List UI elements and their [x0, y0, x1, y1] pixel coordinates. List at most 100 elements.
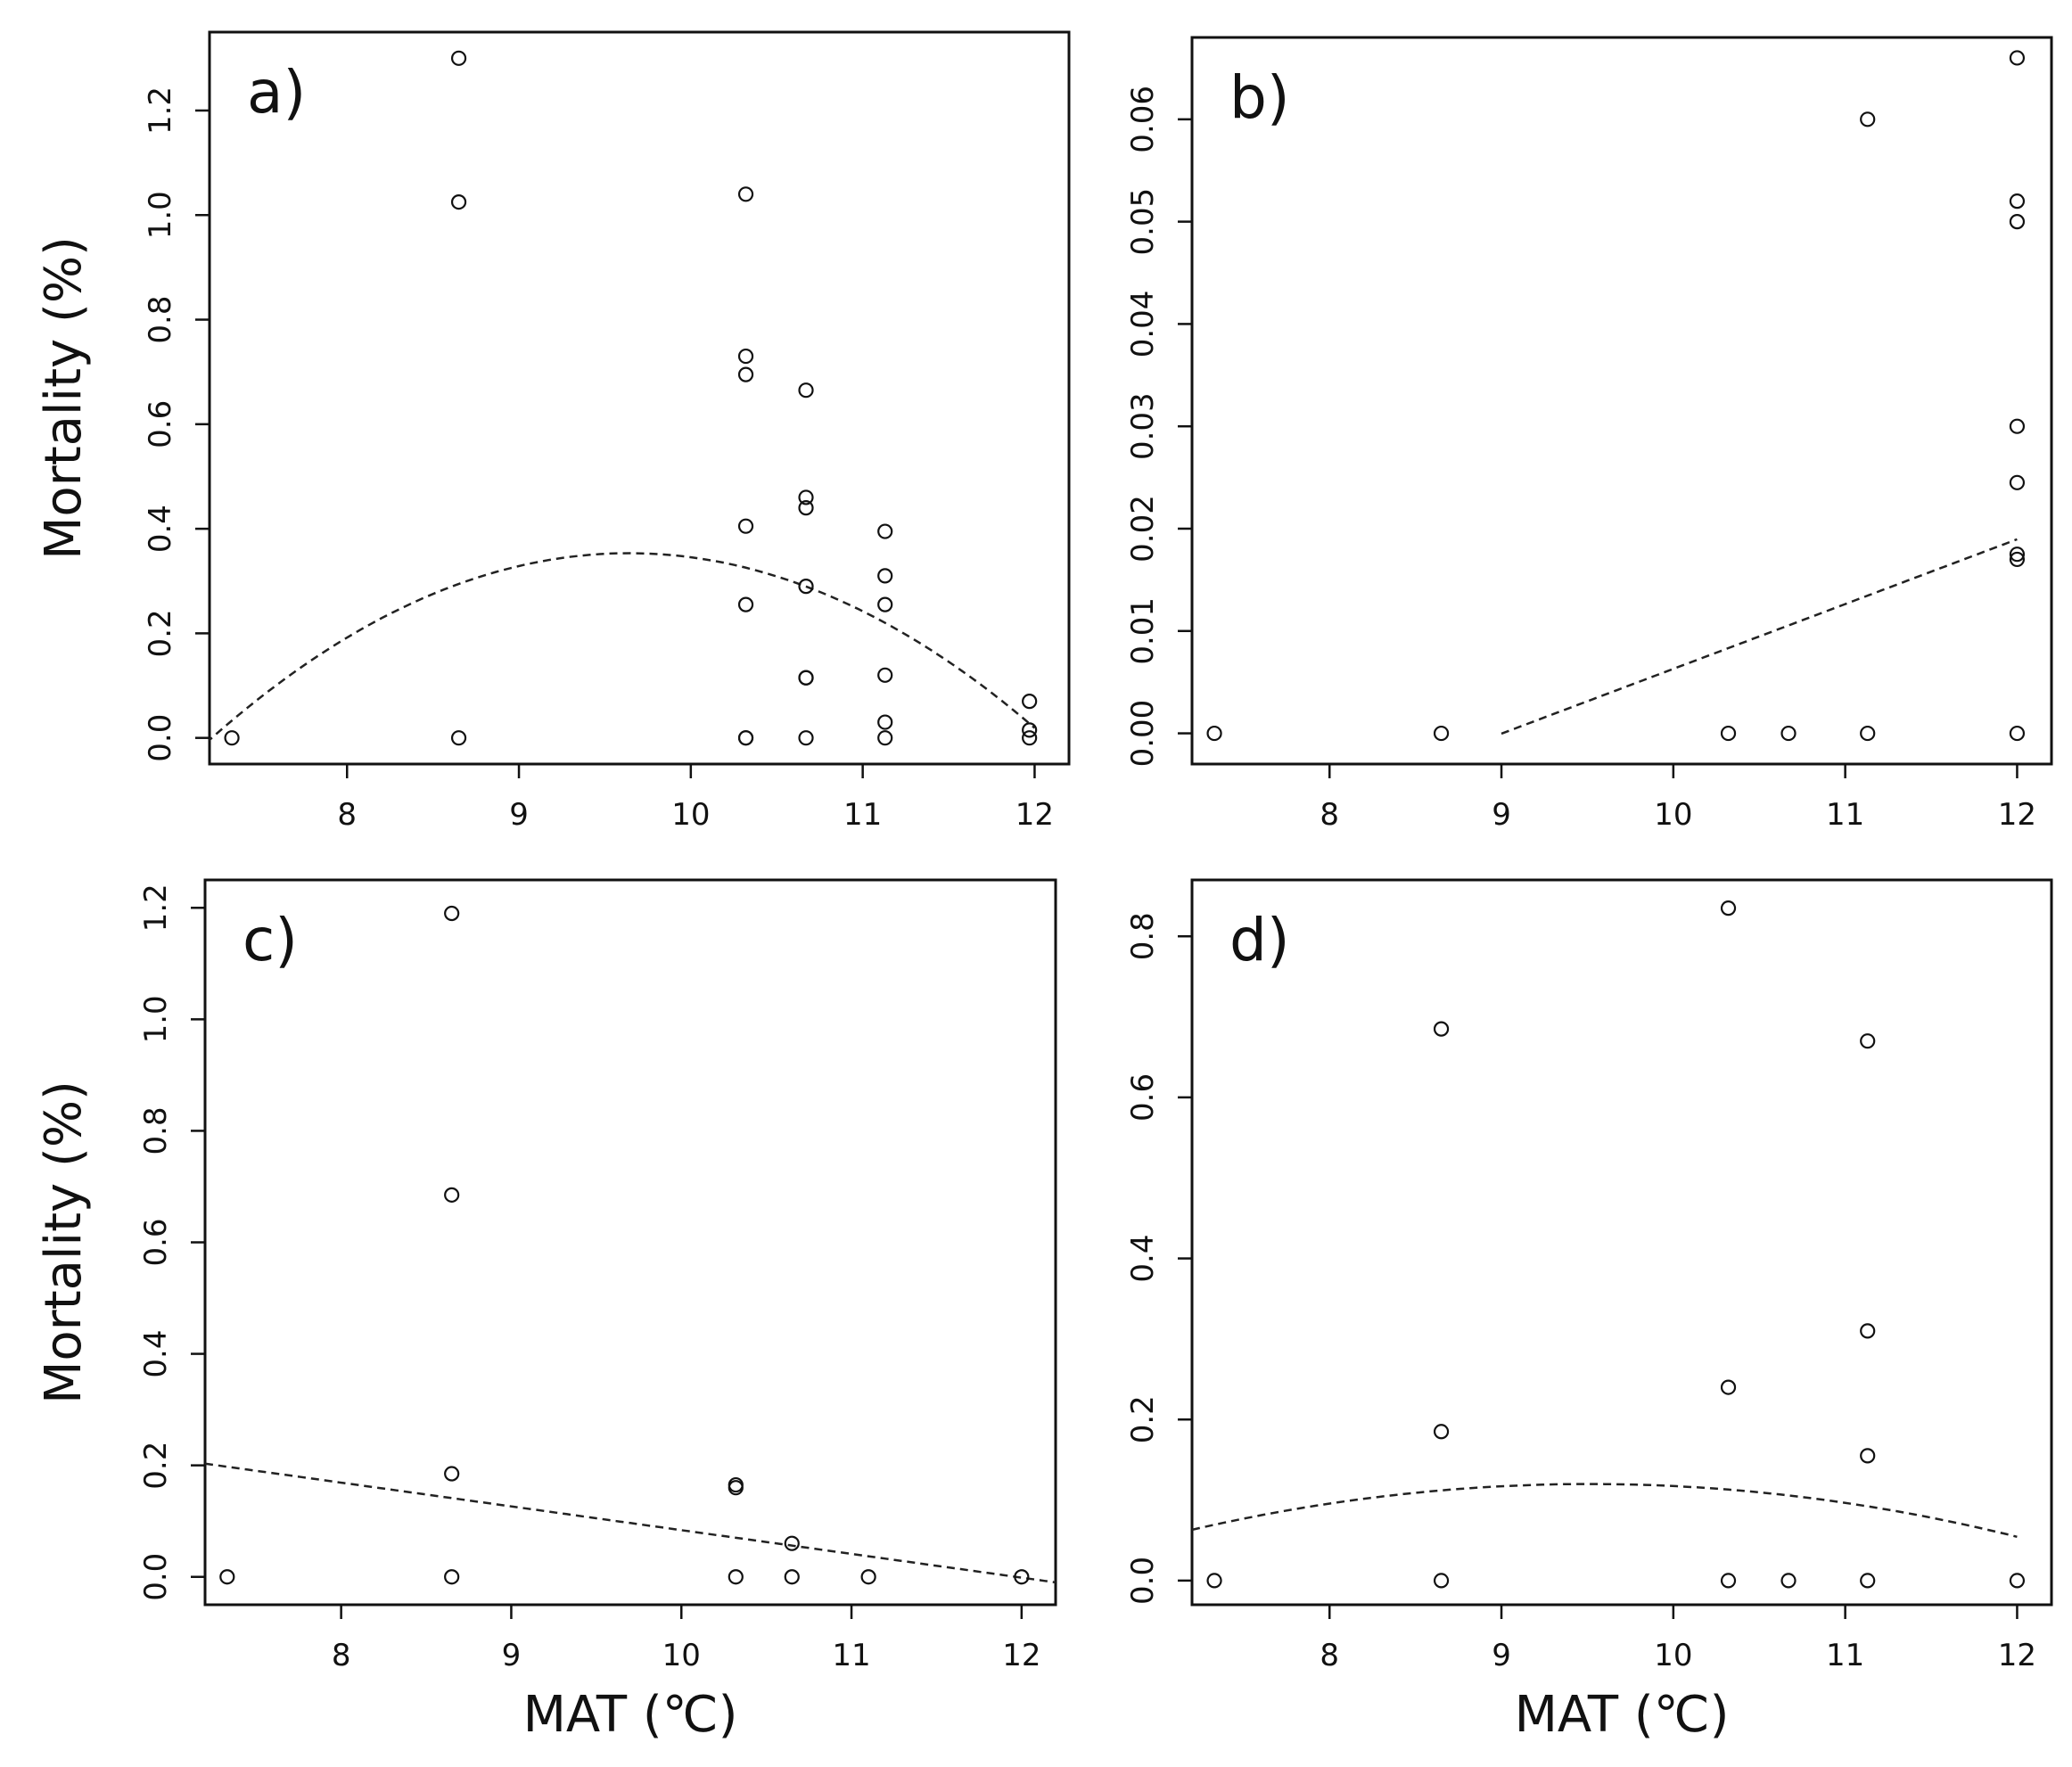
data-point	[728, 1569, 744, 1585]
data-point	[2009, 193, 2026, 210]
fit-line	[1501, 538, 2018, 736]
data-point	[728, 1480, 744, 1496]
x-axis: 8 9 10 11 12	[1320, 764, 2036, 833]
data-point	[1014, 1569, 1030, 1585]
x-tick-label: 11	[1826, 797, 1864, 833]
x-tick-label: 11	[843, 797, 882, 833]
data-point	[224, 730, 240, 746]
x-axis: 8 9 10 11 12	[1320, 1605, 2036, 1673]
fit-line	[210, 552, 1036, 742]
y-axis-title: Mortality (%)	[35, 236, 93, 560]
y-tick-label: 0.6	[1125, 1073, 1161, 1122]
x-tick-label: 10	[1654, 797, 1692, 833]
data-point	[1720, 1573, 1737, 1589]
y-axis-title: Mortality (%)	[35, 1081, 93, 1404]
plot-frame	[203, 878, 1057, 1607]
data-point	[450, 730, 467, 746]
data-point	[444, 1466, 460, 1482]
data-point	[450, 50, 467, 66]
data-point	[2009, 1573, 2026, 1589]
y-tick-label: 0.01	[1125, 597, 1161, 665]
y-tick-label: 0.6	[143, 400, 178, 448]
panel-d: 8 9 10 11 12 0.0 0.2 0.4 0.6 0.8 d) MAT (℃)	[1125, 878, 2053, 1744]
x-tick-label: 10	[662, 1638, 701, 1673]
x-tick-label: 11	[832, 1638, 870, 1673]
x-tick-label: 12	[1998, 1638, 2036, 1673]
data-point	[2009, 547, 2026, 563]
panels: 8 9 10 11 12 0.0 0.2 0.4 0.6 0.8 1.0 1.2 a) Mortality…	[35, 30, 2053, 1744]
data-point	[1720, 725, 1737, 742]
panel-label: b)	[1229, 63, 1290, 132]
x-tick-label: 9	[502, 1638, 522, 1673]
data-point	[798, 489, 814, 505]
x-axis: 8 9 10 11 12	[337, 764, 1054, 833]
data-point	[737, 366, 754, 382]
y-tick-label: 1.2	[143, 86, 178, 135]
data-point	[1780, 1573, 1797, 1589]
y-axis: 0.0 0.2 0.4 0.6 0.8 1.0 1.2	[138, 884, 205, 1601]
x-tick-label: 8	[332, 1638, 351, 1673]
data-point	[737, 348, 754, 365]
data-point	[737, 730, 754, 746]
y-tick-label: 0.05	[1125, 188, 1161, 256]
data-point	[1860, 1573, 1876, 1589]
data-point	[1860, 1323, 1876, 1339]
y-tick-label: 0.0	[143, 714, 178, 762]
data-point	[1720, 900, 1737, 916]
y-tick-label: 0.06	[1125, 86, 1161, 153]
x-tick-label: 9	[1492, 797, 1511, 833]
x-tick-label: 8	[1320, 1638, 1339, 1673]
data-point	[2009, 551, 2026, 568]
y-tick-label: 0.2	[143, 609, 178, 657]
data-point	[784, 1535, 800, 1551]
data-point	[1206, 725, 1222, 742]
data-point	[1022, 730, 1038, 746]
y-tick-label: 0.03	[1125, 392, 1161, 460]
data-point	[1720, 1379, 1737, 1395]
x-tick-label: 8	[337, 797, 357, 833]
data-point	[2009, 725, 2026, 742]
y-tick-label: 0.0	[138, 1553, 174, 1601]
panel-label: a)	[247, 58, 306, 127]
fit-line	[1192, 1483, 2018, 1539]
y-axis: 0.0 0.2 0.4 0.6 0.8 1.0 1.2	[143, 86, 210, 762]
data-point	[877, 568, 893, 584]
data-points	[224, 50, 1038, 746]
data-point	[2009, 474, 2026, 490]
data-point	[2009, 418, 2026, 434]
x-tick-label: 9	[1492, 1638, 1511, 1673]
data-point	[1860, 725, 1876, 742]
data-point	[1780, 725, 1797, 742]
data-point	[1206, 1573, 1222, 1589]
fit-line	[205, 1462, 1056, 1584]
data-point	[798, 500, 814, 516]
data-point	[2009, 214, 2026, 230]
x-tick-label: 10	[1654, 1638, 1692, 1673]
plot-frame	[1190, 878, 2053, 1607]
data-point	[877, 667, 893, 683]
data-point	[450, 193, 467, 210]
x-tick-label: 9	[509, 797, 529, 833]
y-tick-label: 1.0	[143, 191, 178, 239]
y-tick-label: 0.6	[138, 1218, 174, 1266]
data-point	[1860, 1033, 1876, 1049]
data-point	[444, 1187, 460, 1203]
panel-a: 8 9 10 11 12 0.0 0.2 0.4 0.6 0.8 1.0 1.2 a) Mortality…	[35, 30, 1071, 833]
y-tick-label: 0.4	[138, 1330, 174, 1378]
panel-b: 8 9 10 11 12 0.00 0.01 0.02 0.03 0.04 0.05 0.06 b)	[1125, 36, 2053, 833]
data-point	[737, 186, 754, 202]
data-point	[877, 714, 893, 730]
plot-frame	[1190, 36, 2053, 766]
x-tick-label: 12	[1998, 797, 2036, 833]
data-point	[798, 579, 814, 595]
y-tick-label: 0.8	[143, 295, 178, 343]
data-point	[860, 1569, 876, 1585]
y-tick-label: 1.0	[138, 995, 174, 1043]
data-point	[1860, 111, 1876, 127]
y-tick-label: 0.2	[138, 1442, 174, 1490]
y-tick-label: 0.4	[1125, 1235, 1161, 1283]
x-tick-label: 12	[1002, 1638, 1040, 1673]
y-tick-label: 0.8	[138, 1106, 174, 1155]
data-point	[1433, 1424, 1450, 1440]
